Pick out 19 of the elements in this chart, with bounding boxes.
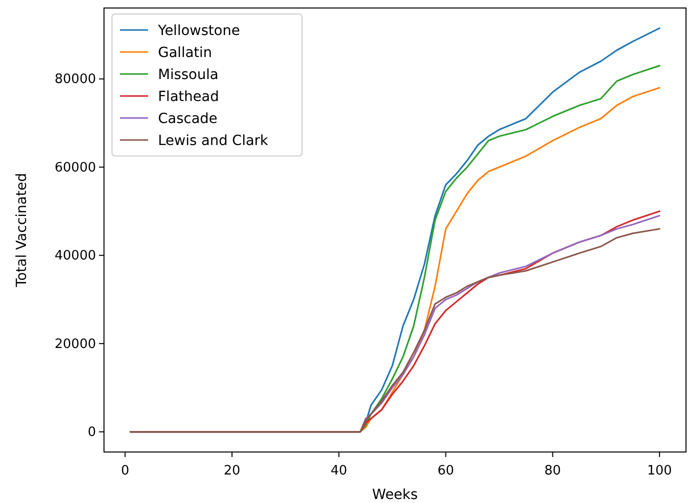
legend-label: Gallatin bbox=[158, 45, 212, 61]
legend-label: Lewis and Clark bbox=[158, 133, 270, 149]
legend-label: Missoula bbox=[158, 67, 218, 83]
x-axis-title: Weeks bbox=[372, 487, 418, 503]
y-tick-label: 0 bbox=[88, 424, 96, 440]
legend-label: Yellowstone bbox=[157, 23, 240, 39]
x-tick-label: 100 bbox=[647, 463, 672, 478]
x-tick-label: 60 bbox=[438, 463, 454, 478]
legend-label: Cascade bbox=[158, 111, 218, 127]
legend-label: Flathead bbox=[158, 89, 219, 105]
y-tick-label: 60000 bbox=[54, 160, 96, 176]
y-tick-label: 20000 bbox=[54, 336, 96, 352]
y-tick-label: 40000 bbox=[54, 248, 96, 264]
x-tick-label: 80 bbox=[544, 463, 561, 478]
x-tick-label: 40 bbox=[330, 463, 348, 478]
x-tick-label: 20 bbox=[224, 463, 240, 478]
y-tick-label: 80000 bbox=[54, 72, 96, 88]
x-tick-label: 0 bbox=[120, 463, 130, 478]
y-axis-title: Total Vaccinated bbox=[14, 173, 30, 288]
